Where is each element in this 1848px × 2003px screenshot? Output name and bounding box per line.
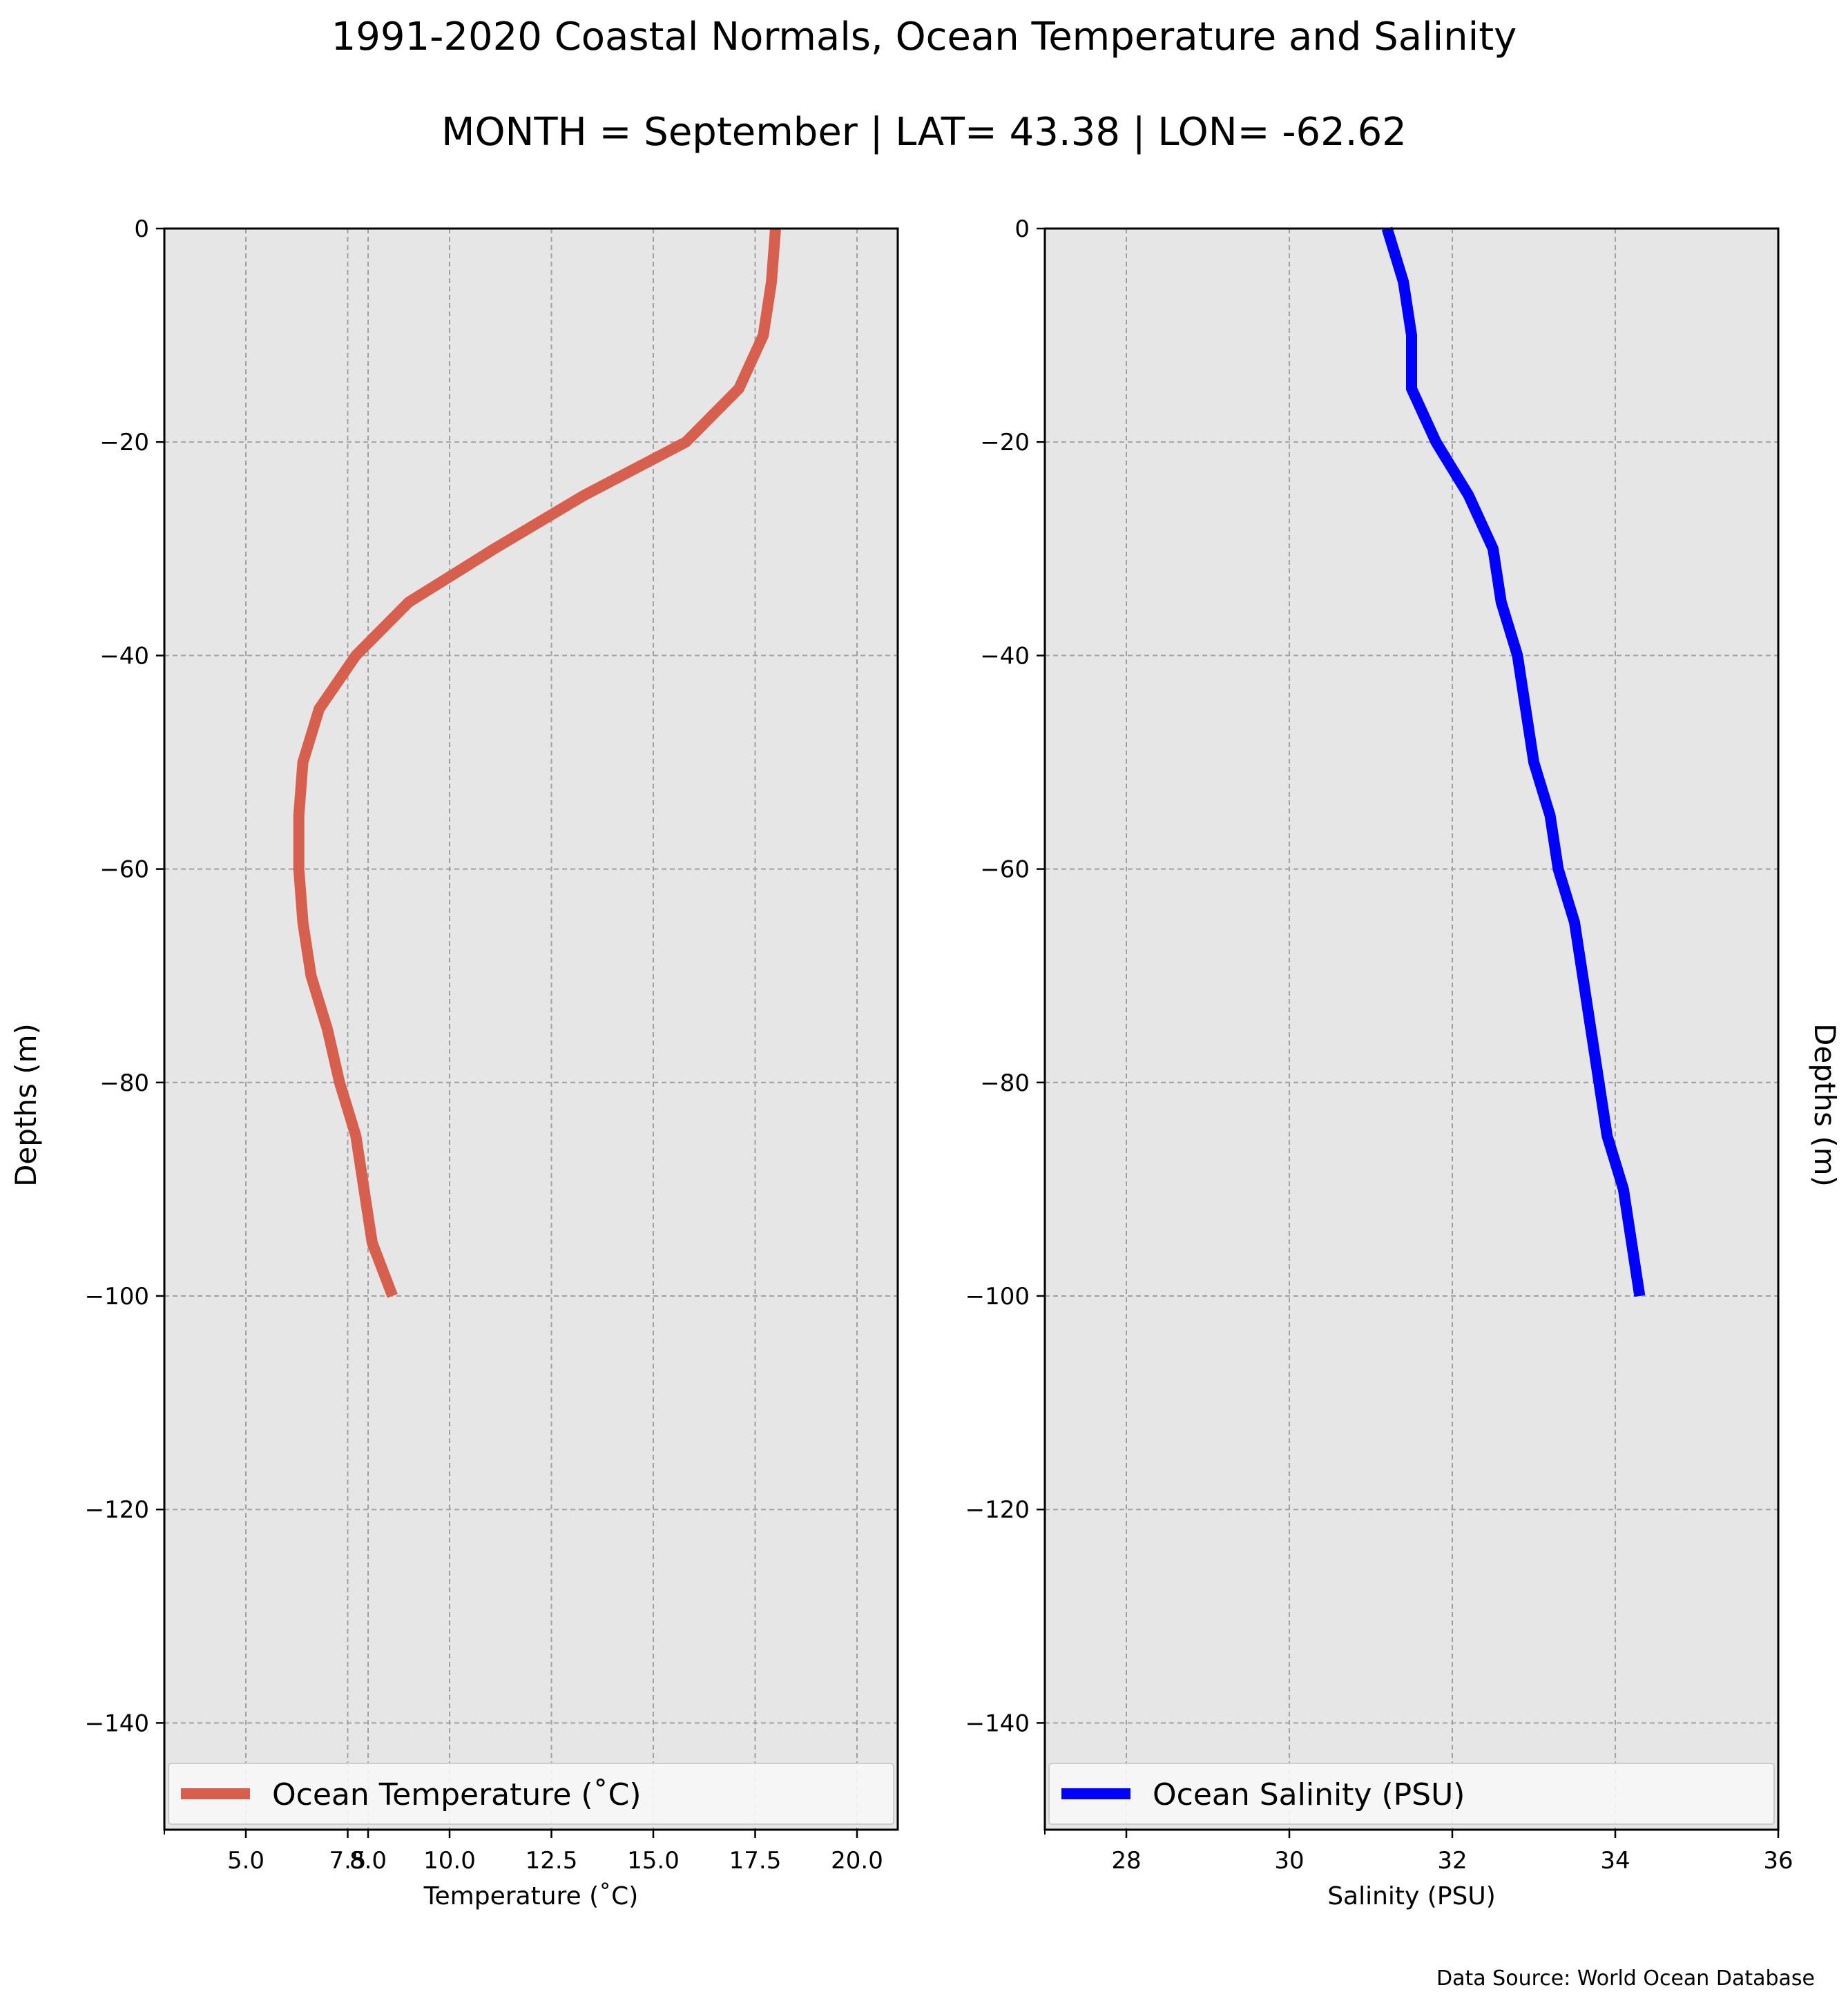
x-tick-label: 32	[1437, 1847, 1467, 1875]
x-axis-label: Salinity (PSU)	[1327, 1882, 1496, 1910]
y-tick-label: −80	[980, 1070, 1030, 1097]
legend-box	[168, 1763, 894, 1825]
series-line-temperature	[293, 228, 781, 1298]
x-tick-label: 17.5	[729, 1847, 782, 1875]
x-tick-label: 36	[1763, 1847, 1793, 1875]
y-tick-label: −100	[965, 1283, 1030, 1310]
x-tick-label: 20.0	[831, 1847, 883, 1875]
y-tick-label: 0	[1014, 215, 1030, 243]
legend-label: Ocean Temperature (˚C)	[272, 1777, 642, 1812]
y-tick-label: 0	[134, 215, 149, 243]
salinity-panel: 0 −20 −40 −60 −80 −100 −120 −140 28 30 32 34 36 Salin…	[965, 215, 1842, 1910]
y-tick-label: −100	[85, 1283, 149, 1310]
x-tick-label: 5.0	[227, 1847, 264, 1875]
chart-subtitle: MONTH = September | LAT= 43.38 | LON= -6…	[441, 110, 1407, 155]
legend-label: Ocean Salinity (PSU)	[1153, 1777, 1465, 1812]
x-tick-label: 8.0	[349, 1847, 387, 1875]
x-axis-label: Temperature (˚C)	[423, 1882, 639, 1910]
y-tick-label: −60	[980, 856, 1030, 884]
y-tick-label: −40	[980, 642, 1030, 670]
y-tick-label: −120	[85, 1496, 149, 1524]
x-tick-label: 12.5	[526, 1847, 578, 1875]
x-tick-label: 34	[1600, 1847, 1630, 1875]
data-source-note: Data Source: World Ocean Database	[1436, 1966, 1815, 1991]
y-tick-label: −80	[99, 1070, 149, 1097]
plot-area	[1045, 229, 1778, 1830]
x-tick-label: 10.0	[423, 1847, 476, 1875]
y-tick-label: −20	[99, 429, 149, 456]
temperature-panel: 0 −20 −40 −60 −80 −100 −120 −140 5.0 7.58.0 10.0 12…	[9, 215, 899, 1910]
series-line-salinity	[1381, 226, 1646, 1297]
plot-area	[164, 229, 898, 1830]
y-tick-label: −140	[85, 1710, 149, 1737]
y-tick-label: −60	[99, 856, 149, 884]
y-axis-label: Depths (m)	[9, 1023, 43, 1187]
x-tick-label: 7.5	[329, 1847, 366, 1875]
y-axis-label: Depths (m)	[1808, 1023, 1842, 1187]
axes-frame	[1043, 227, 1780, 1831]
x-tick-label: 15.0	[627, 1847, 680, 1875]
chart-title: 1991-2020 Coastal Normals, Ocean Tempera…	[331, 14, 1517, 59]
x-tick-label: 30	[1274, 1847, 1304, 1875]
y-tick-label: −20	[980, 429, 1030, 456]
x-tick-label: 28	[1111, 1847, 1141, 1875]
y-tick-label: −140	[965, 1710, 1030, 1737]
y-tick-label: −120	[965, 1496, 1030, 1524]
axes-frame	[163, 227, 899, 1831]
y-tick-label: −40	[99, 642, 149, 670]
legend-box	[1048, 1763, 1775, 1825]
